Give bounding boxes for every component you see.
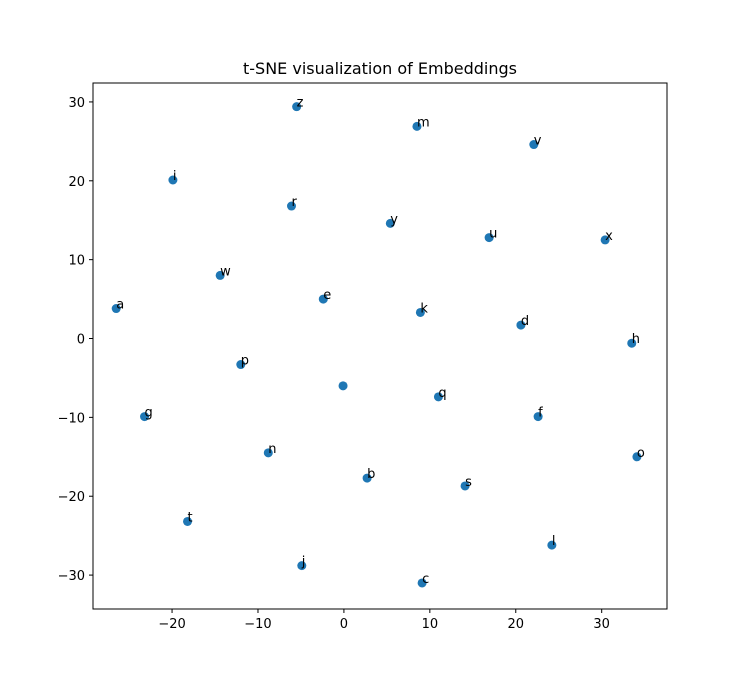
point-label: a: [116, 298, 124, 313]
point-label: b: [367, 467, 375, 482]
point-label: z: [297, 96, 304, 111]
point-label: q: [438, 386, 446, 401]
y-tick-label: −10: [58, 411, 85, 426]
x-tick-label: −20: [158, 617, 185, 632]
scatter-point: [338, 381, 348, 391]
scatter-point: [417, 578, 427, 588]
x-axis: −20 −10 0 10 20 30: [158, 609, 610, 632]
point-label: t: [188, 510, 193, 525]
point-label: s: [465, 475, 472, 490]
point-label: x: [605, 229, 613, 244]
point-label: f: [538, 406, 543, 421]
scatter-point: [632, 452, 642, 462]
scatter-point: [263, 448, 273, 458]
scatter-point: [533, 412, 543, 422]
point-label: m: [417, 115, 430, 130]
points-layer: [111, 102, 642, 588]
scatter-point: [215, 270, 225, 280]
scatter-point: [627, 338, 637, 348]
point-label: r: [291, 195, 297, 210]
scatter-point: [600, 235, 610, 245]
scatter-point: [516, 320, 526, 330]
point-labels-layer: a b c d e f g h i j k l m n o p q r s t u v w x y z: [116, 96, 645, 587]
point-label: k: [420, 301, 428, 316]
scatter-point: [529, 140, 539, 150]
scatter-point: [168, 175, 178, 185]
scatter-point: [547, 540, 557, 550]
point-label: c: [422, 572, 429, 587]
point-label: g: [145, 406, 153, 421]
x-tick-label: 10: [422, 617, 439, 632]
point-label: y: [390, 212, 398, 227]
scatter-point: [433, 392, 443, 402]
point-label: d: [521, 314, 529, 329]
scatter-point: [286, 201, 296, 211]
x-tick-label: 0: [340, 617, 348, 632]
scatter-point: [183, 516, 193, 526]
y-tick-label: 0: [77, 333, 85, 348]
point-label: u: [489, 227, 497, 242]
y-tick-label: 20: [68, 175, 85, 190]
y-tick-label: 10: [68, 254, 85, 269]
point-label: v: [534, 134, 542, 149]
scatter-point: [140, 412, 150, 422]
scatter-point: [318, 294, 328, 304]
y-tick-label: −20: [58, 490, 85, 505]
y-tick-label: −30: [58, 569, 85, 584]
point-label: n: [268, 442, 276, 457]
point-label: p: [241, 354, 249, 369]
point-label: j: [301, 555, 306, 570]
y-tick-label: 30: [68, 96, 85, 111]
x-tick-label: 30: [593, 617, 610, 632]
point-label: l: [552, 534, 556, 549]
scatter-point: [111, 304, 121, 314]
scatter-point: [412, 121, 422, 131]
point-label: w: [220, 264, 231, 279]
scatter-point: [415, 307, 425, 317]
point-label: h: [632, 332, 640, 347]
point-label: o: [637, 446, 645, 461]
scatter-point: [362, 473, 372, 483]
scatter-point: [236, 360, 246, 370]
scatter-point: [297, 561, 307, 571]
point-label: i: [173, 169, 177, 184]
scatter-point: [385, 218, 395, 228]
y-axis: −30 −20 −10 0 10 20 30: [58, 96, 93, 584]
x-tick-label: −10: [244, 617, 271, 632]
plot-frame: [92, 82, 668, 610]
scatter-point: [460, 481, 470, 491]
scatter-point: [292, 102, 302, 112]
scatter-point: [484, 233, 494, 243]
point-label: e: [323, 288, 331, 303]
x-tick-label: 20: [507, 617, 524, 632]
chart-title: t-SNE visualization of Embeddings: [243, 59, 517, 78]
